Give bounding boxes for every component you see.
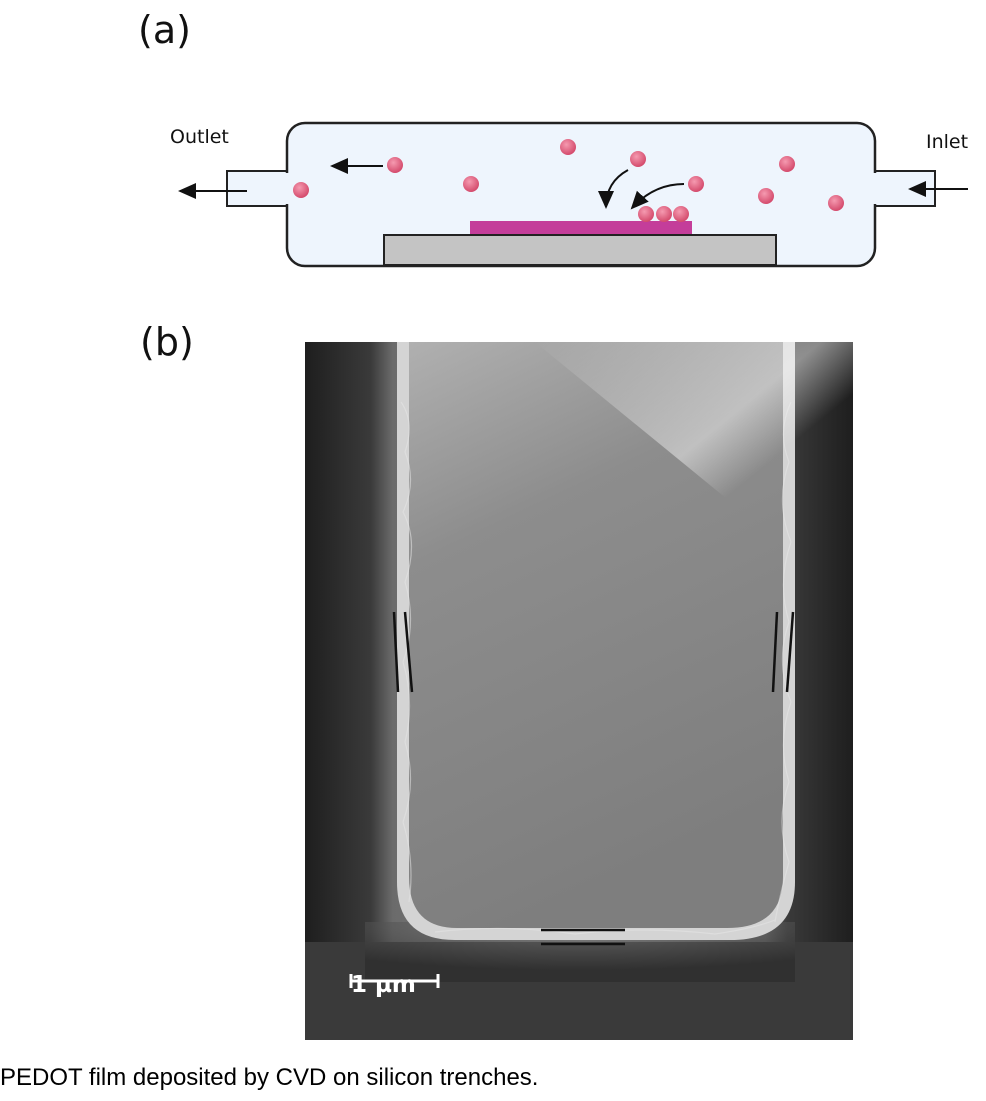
figure-caption: PEDOT film deposited by CVD on silicon t…: [0, 1064, 539, 1091]
panel-b-label: (b): [140, 320, 194, 364]
thickness-markers: [392, 611, 795, 946]
outlet-label: Outlet: [170, 126, 229, 148]
cvd-reactor-diagram: [178, 121, 968, 268]
substrate: [383, 234, 777, 266]
scale-bar: [349, 974, 440, 988]
sem-micrograph: [305, 342, 853, 1040]
outlet-tube: [226, 170, 290, 207]
precursor-particles: [293, 139, 844, 222]
deposited-film: [470, 221, 692, 234]
panel-a-label: (a): [138, 8, 191, 52]
scale-bar-label: 1 µm: [351, 972, 416, 998]
flow-arrows: [178, 158, 968, 210]
inlet-label: Inlet: [926, 131, 969, 153]
